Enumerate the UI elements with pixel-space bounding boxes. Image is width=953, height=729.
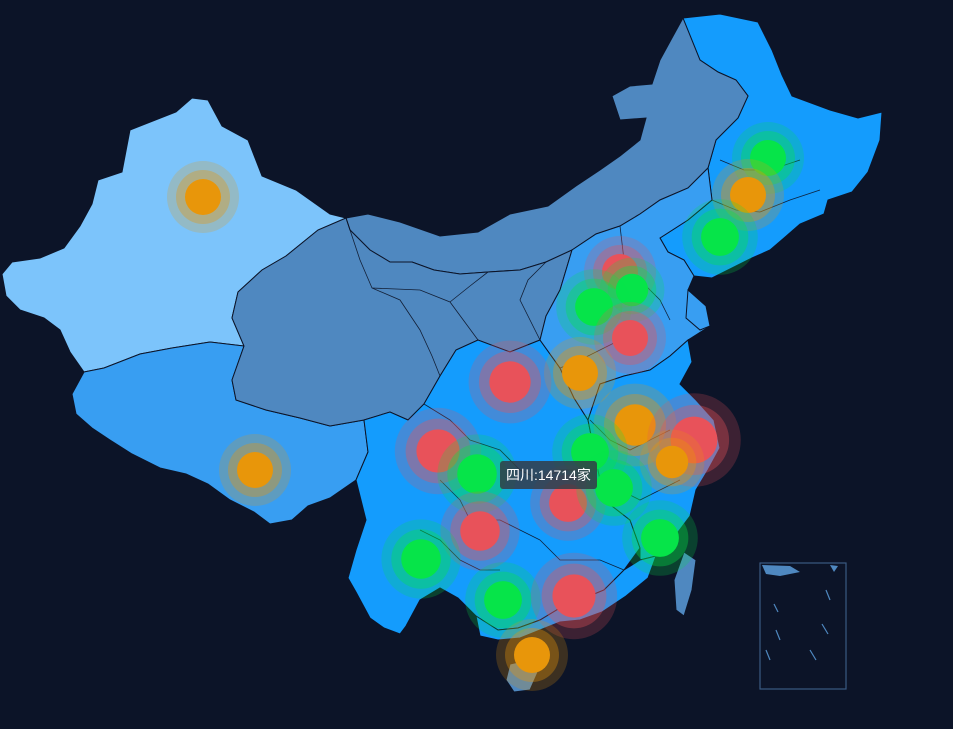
marker-新疆[interactable] (167, 161, 239, 233)
province-tooltip: 四川:14714家 (500, 461, 597, 489)
marker-陕西[interactable] (468, 340, 552, 424)
marker-广西[interactable] (465, 562, 541, 638)
marker-西藏[interactable] (219, 434, 291, 506)
province-tibet[interactable] (71, 341, 369, 525)
marker-辽宁[interactable] (682, 199, 758, 275)
marker-天津[interactable] (599, 257, 665, 323)
marker-山东[interactable] (594, 302, 666, 374)
scatter-markers (167, 122, 804, 691)
marker-广东[interactable] (530, 552, 618, 640)
marker-河北[interactable] (556, 269, 632, 345)
marker-福建[interactable] (622, 500, 698, 576)
province-shandong-peninsula[interactable] (685, 288, 711, 331)
marker-重庆[interactable] (437, 434, 517, 514)
province-taiwan[interactable] (673, 551, 697, 617)
south-china-sea-inset (759, 562, 847, 690)
marker-江苏[interactable] (593, 383, 677, 467)
marker-贵州[interactable] (440, 491, 520, 571)
marker-浙江[interactable] (639, 429, 705, 495)
marker-吉林[interactable] (712, 159, 784, 231)
marker-河南[interactable] (544, 337, 616, 409)
marker-黑龙江[interactable] (732, 122, 804, 194)
marker-四川[interactable] (394, 407, 482, 495)
marker-云南[interactable] (381, 519, 461, 599)
marker-海南[interactable] (496, 619, 568, 691)
